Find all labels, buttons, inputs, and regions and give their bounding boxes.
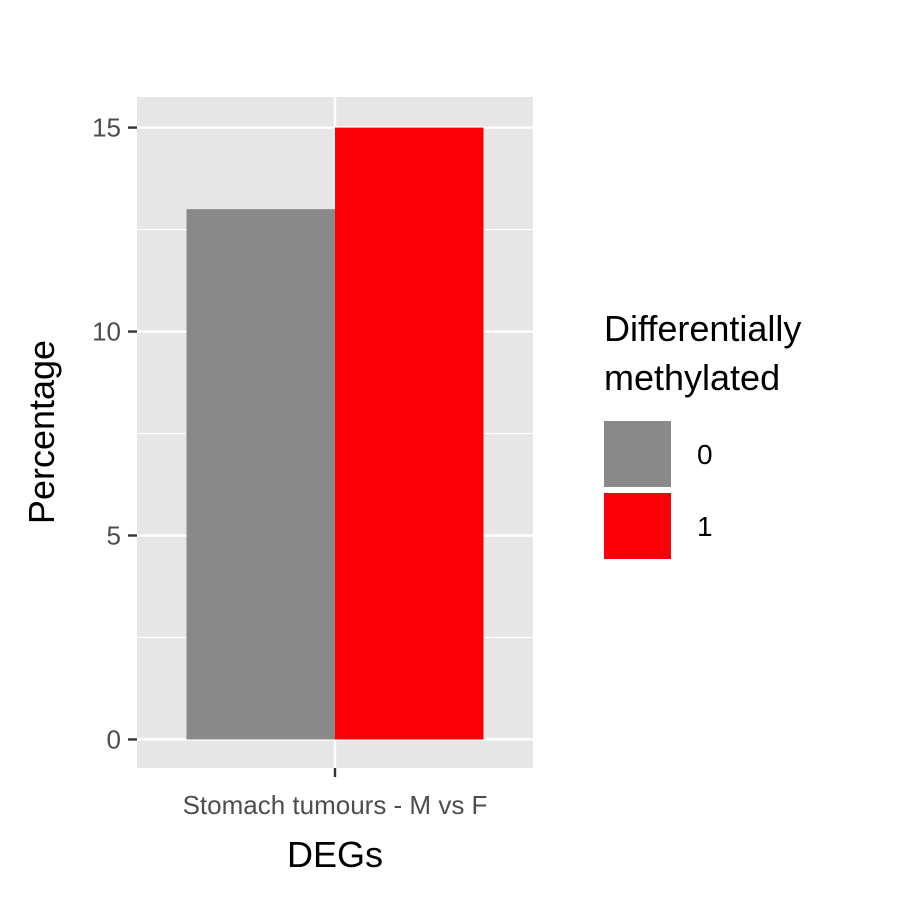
x-axis: Stomach tumours - M vs F xyxy=(183,768,488,820)
bars xyxy=(186,127,484,740)
legend-title-line-1: Differentially xyxy=(604,308,801,349)
legend-label-0: 0 xyxy=(697,439,713,470)
y-tick-label: 10 xyxy=(92,317,121,347)
bar-series-1 xyxy=(335,127,484,740)
y-axis-title: Percentage xyxy=(21,340,62,524)
legend-key-1 xyxy=(604,493,671,559)
y-tick-label: 0 xyxy=(107,724,121,754)
x-tick-label: Stomach tumours - M vs F xyxy=(183,790,488,820)
x-axis-title: DEGs xyxy=(287,834,383,875)
y-tick-label: 15 xyxy=(92,113,121,143)
y-axis: 0 5 10 15 xyxy=(92,113,137,754)
bar-series-0 xyxy=(186,209,335,740)
legend-label-1: 1 xyxy=(697,511,713,542)
legend: Differentially methylated 0 1 xyxy=(604,308,801,559)
legend-title-line-2: methylated xyxy=(604,357,780,398)
y-tick-label: 5 xyxy=(107,520,121,550)
legend-key-0 xyxy=(604,421,671,487)
